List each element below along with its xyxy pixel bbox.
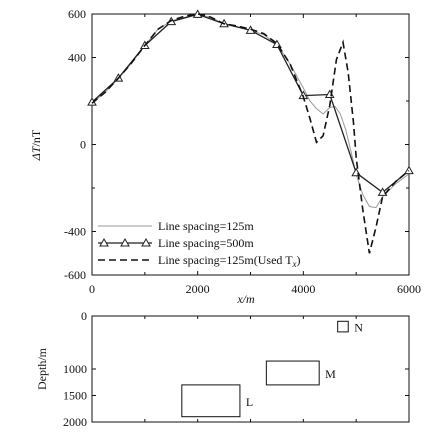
legend-triangle-marker bbox=[120, 237, 130, 247]
legend-label-125m: Line spacing=125m bbox=[158, 219, 254, 233]
x-tick-label: 2000 bbox=[186, 282, 210, 296]
body-label-n: N bbox=[354, 321, 363, 335]
depth-axis-label: Depth/m bbox=[35, 347, 49, 390]
y-tick-label: 600 bbox=[68, 7, 86, 21]
legend-label-500m: Line spacing=500m bbox=[158, 236, 254, 250]
x-tick-label: 6000 bbox=[397, 282, 421, 296]
y-axis-label-unit: /nT bbox=[29, 129, 43, 146]
body-label-l: L bbox=[246, 395, 253, 409]
data-point-triangle bbox=[404, 165, 414, 175]
series-line-125m bbox=[91, 13, 410, 209]
legend-triangle-marker bbox=[99, 237, 109, 247]
legend-label-subscript-x: x bbox=[292, 259, 297, 269]
y-axis-label: ΔT/nT bbox=[29, 129, 43, 161]
x-axis-label: x/m bbox=[236, 292, 255, 306]
y-tick-label: -400 bbox=[64, 225, 86, 239]
depth-ticks: 0 1000 1500 2000 bbox=[63, 309, 410, 429]
depth-bodies-group: N M L bbox=[181, 320, 363, 418]
legend-triangle-marker bbox=[141, 237, 151, 247]
x-tick-label: 0 bbox=[89, 282, 95, 296]
y-tick-label: 0 bbox=[80, 138, 86, 152]
depth-section: 0 1000 1500 2000 N M L Depth/m bbox=[35, 309, 410, 429]
body-n bbox=[337, 320, 349, 333]
body-label-m: M bbox=[325, 367, 336, 381]
depth-tick-label: 2000 bbox=[63, 415, 87, 429]
series-line-125m-used-tx bbox=[91, 13, 410, 254]
legend-label-125m-used-tx: Line spacing=125m(Used Tx) bbox=[158, 253, 301, 269]
anomaly-series-group bbox=[87, 9, 414, 254]
y-axis-label-main: ΔT bbox=[29, 145, 43, 161]
body-m bbox=[265, 360, 320, 386]
legend-label-125m-used-tx-main: Line spacing=125m(Used T bbox=[158, 253, 293, 267]
body-l bbox=[181, 384, 241, 418]
depth-tick-label: 0 bbox=[81, 309, 87, 323]
y-tick-label: -600 bbox=[64, 268, 86, 282]
depth-tick-label: 1000 bbox=[63, 362, 87, 376]
depth-tick-label: 1500 bbox=[63, 389, 87, 403]
series-line-500m bbox=[91, 13, 410, 194]
legend: Line spacing=125m Line spacing=500m Line… bbox=[98, 219, 301, 269]
y-tick-label: 400 bbox=[68, 51, 86, 65]
legend-label-suffix: ) bbox=[297, 253, 301, 267]
x-tick-label: 4000 bbox=[291, 282, 315, 296]
